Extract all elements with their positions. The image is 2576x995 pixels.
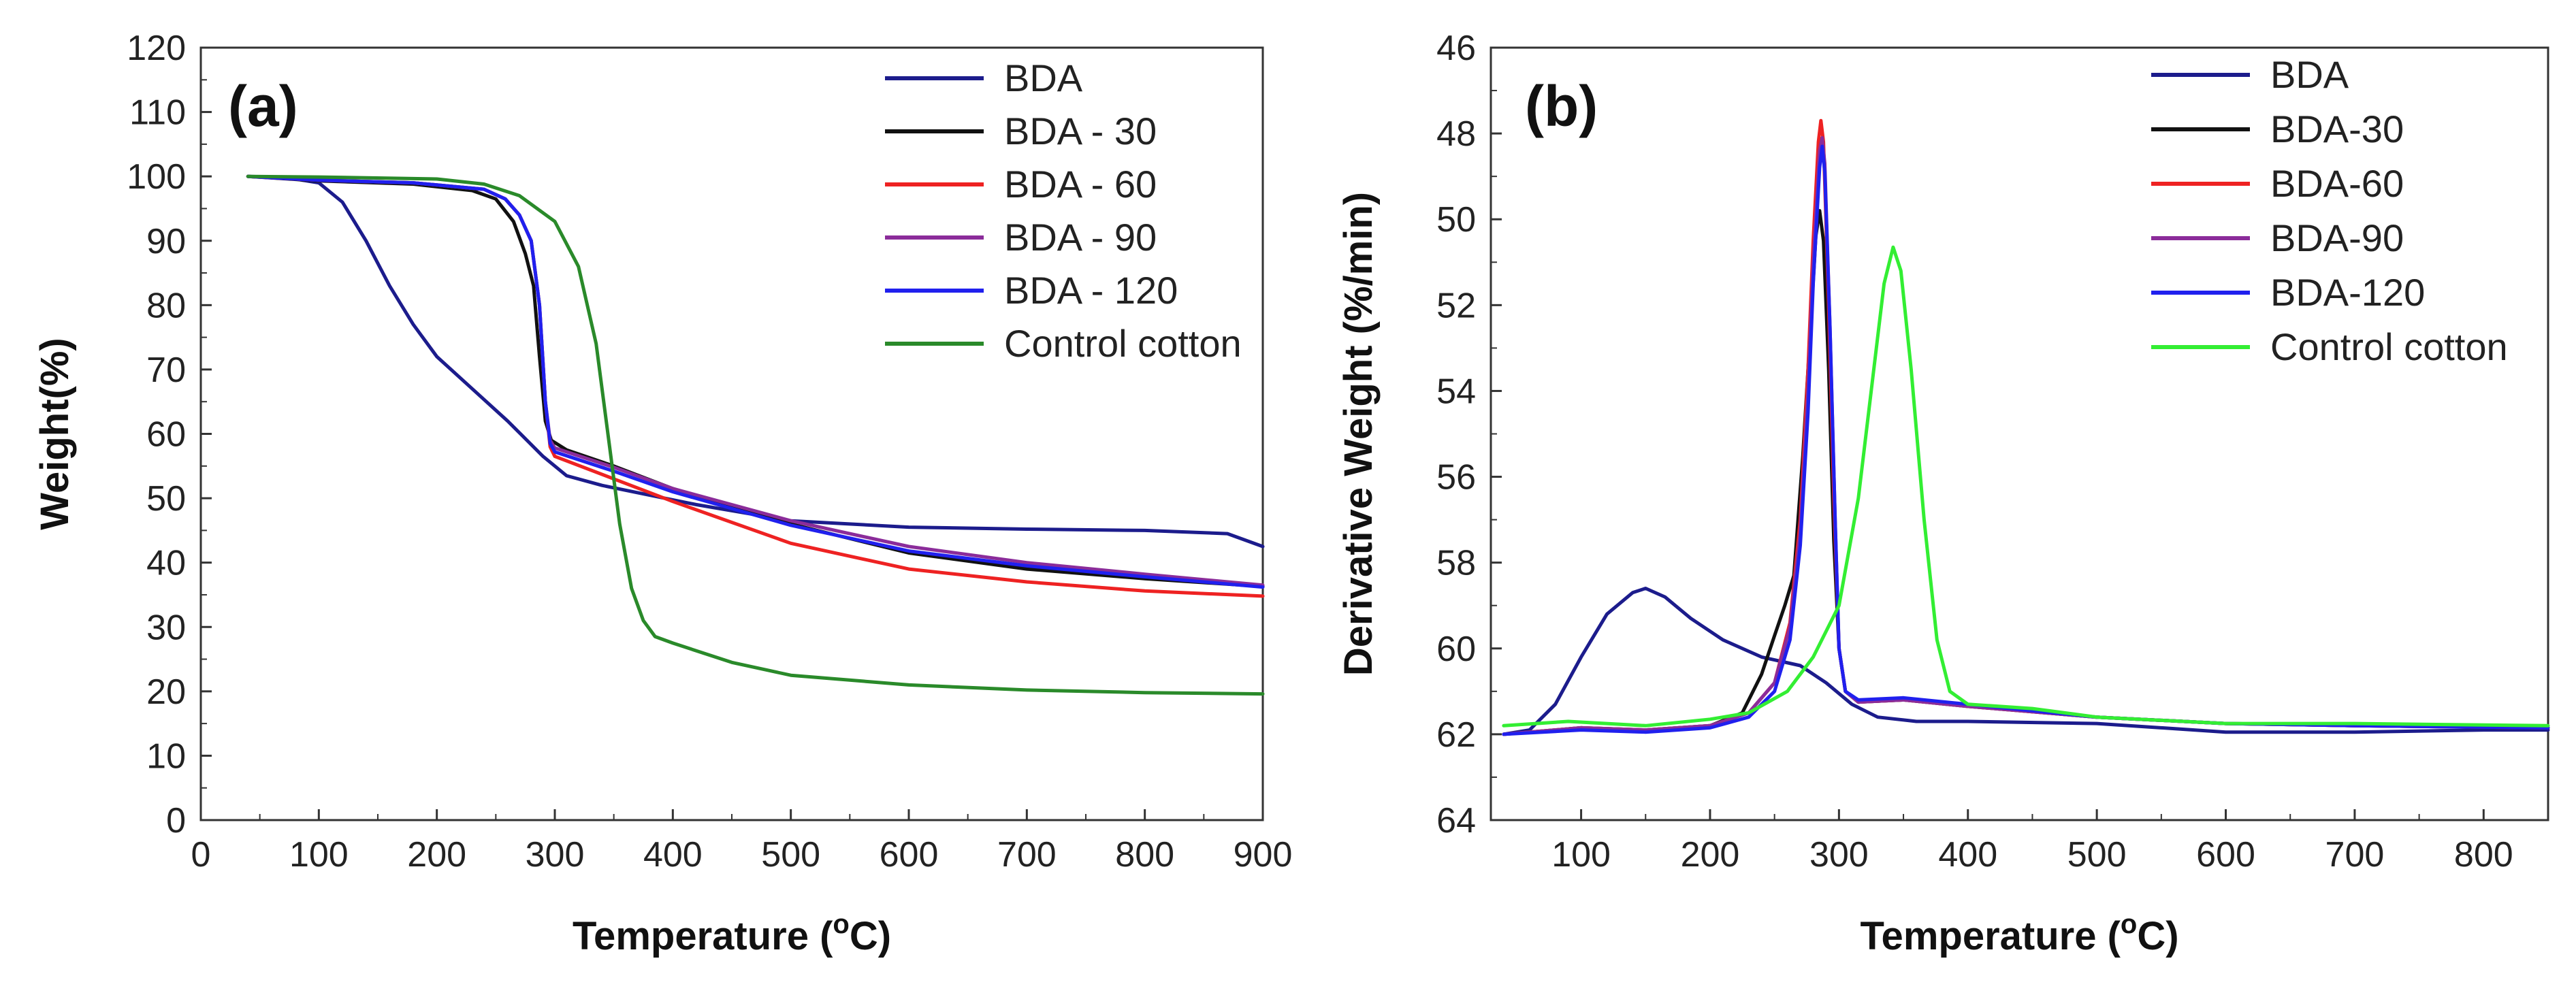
- x-tick-label: 300: [526, 835, 585, 875]
- series-line-bda-60: [1502, 118, 2550, 736]
- legend-label: BDA-120: [2270, 271, 2425, 314]
- y-tick-label: 80: [146, 286, 186, 325]
- series-line-bda-30: [246, 174, 1265, 589]
- y-axis-title: Derivative Weight (%/min): [1336, 192, 1381, 676]
- x-axis-title: Temperature (oC): [1860, 909, 2178, 958]
- panel-label: (b): [1525, 74, 1598, 138]
- y-axis-title: Weight(%): [33, 338, 77, 529]
- legend: BDA BDA - 30 BDA - 60 BDA - 90 BDA - 120 Cont…: [885, 56, 1242, 365]
- y-tick-label: 46: [1436, 29, 1476, 68]
- y-tick-label: 0: [166, 801, 186, 841]
- y-tick-label: 60: [1436, 630, 1476, 669]
- x-tick-label: 900: [1234, 835, 1293, 875]
- series-line-control-cotton: [246, 174, 1265, 696]
- legend-label: BDA-30: [2270, 108, 2404, 150]
- y-tick-label: 10: [146, 736, 186, 776]
- x-tick-label: 400: [1938, 835, 1997, 875]
- x-tick-label: 700: [2325, 835, 2385, 875]
- y-tick-label: 110: [129, 93, 186, 133]
- x-tick-label: 600: [880, 835, 939, 875]
- x-tick-label: 100: [289, 835, 349, 875]
- x-tick-label: 800: [1115, 835, 1174, 875]
- x-tick-label: 200: [1681, 835, 1740, 875]
- y-tick-label: 54: [1436, 372, 1476, 411]
- legend-label: BDA-60: [2270, 162, 2404, 205]
- x-tick-label: 100: [1551, 835, 1611, 875]
- legend-label: BDA - 30: [1004, 110, 1157, 152]
- legend-label: Control cotton: [2270, 325, 2508, 368]
- x-tick-label: 0: [191, 835, 211, 875]
- x-tick-label: 700: [997, 835, 1057, 875]
- x-tick-label: 400: [643, 835, 703, 875]
- legend-label: Control cotton: [1004, 322, 1242, 365]
- legend-label: BDA - 90: [1004, 216, 1157, 259]
- legend: BDA BDA-30 BDA-60 BDA-90 BDA-120 Control cott…: [2151, 53, 2508, 368]
- legend-label: BDA-90: [2270, 216, 2404, 259]
- x-tick-label: 300: [1809, 835, 1869, 875]
- panel-b-dtg: 100 200 300 400 500 600 700 800 46 48 50 52 54 56 58 60…: [1336, 29, 2550, 958]
- legend-label: BDA - 120: [1004, 269, 1178, 312]
- legend-label: BDA - 60: [1004, 163, 1157, 206]
- y-tick-label: 90: [146, 222, 186, 261]
- y-tick-label: 20: [146, 672, 186, 712]
- legend-label: BDA: [2270, 53, 2349, 96]
- y-tick-label: 40: [146, 544, 186, 583]
- x-axis-title: Temperature (oC): [573, 909, 891, 958]
- legend-label: BDA: [1004, 56, 1083, 99]
- x-tick-label: 800: [2454, 835, 2513, 875]
- y-tick-label: 52: [1436, 286, 1476, 325]
- panel-a-tga: 0 100 200 300 400 500 600 700 800 900 0 10 20 30 40 50 6…: [33, 29, 1292, 958]
- y-tick-label: 70: [146, 350, 186, 390]
- x-tick-label: 200: [407, 835, 466, 875]
- y-tick-label: 56: [1436, 458, 1476, 498]
- y-tick-label: 100: [127, 157, 186, 197]
- y-tick-label: 120: [127, 29, 186, 68]
- y-tick-label: 50: [1436, 200, 1476, 240]
- x-tick-label: 500: [761, 835, 820, 875]
- y-tick-label: 48: [1436, 114, 1476, 154]
- y-tick-label: 50: [146, 479, 186, 519]
- x-tick-label: 500: [2067, 835, 2127, 875]
- y-tick-label: 30: [146, 608, 186, 647]
- y-tick-label: 62: [1436, 715, 1476, 755]
- x-tick-label: 600: [2196, 835, 2255, 875]
- series-line-control-cotton: [1502, 245, 2550, 728]
- series-line-bda-120: [246, 174, 1265, 589]
- series-line-bda: [246, 174, 1265, 549]
- y-tick-label: 58: [1436, 544, 1476, 583]
- panel-label: (a): [228, 74, 298, 138]
- y-tick-label: 60: [146, 415, 186, 455]
- y-tick-label: 64: [1436, 801, 1476, 841]
